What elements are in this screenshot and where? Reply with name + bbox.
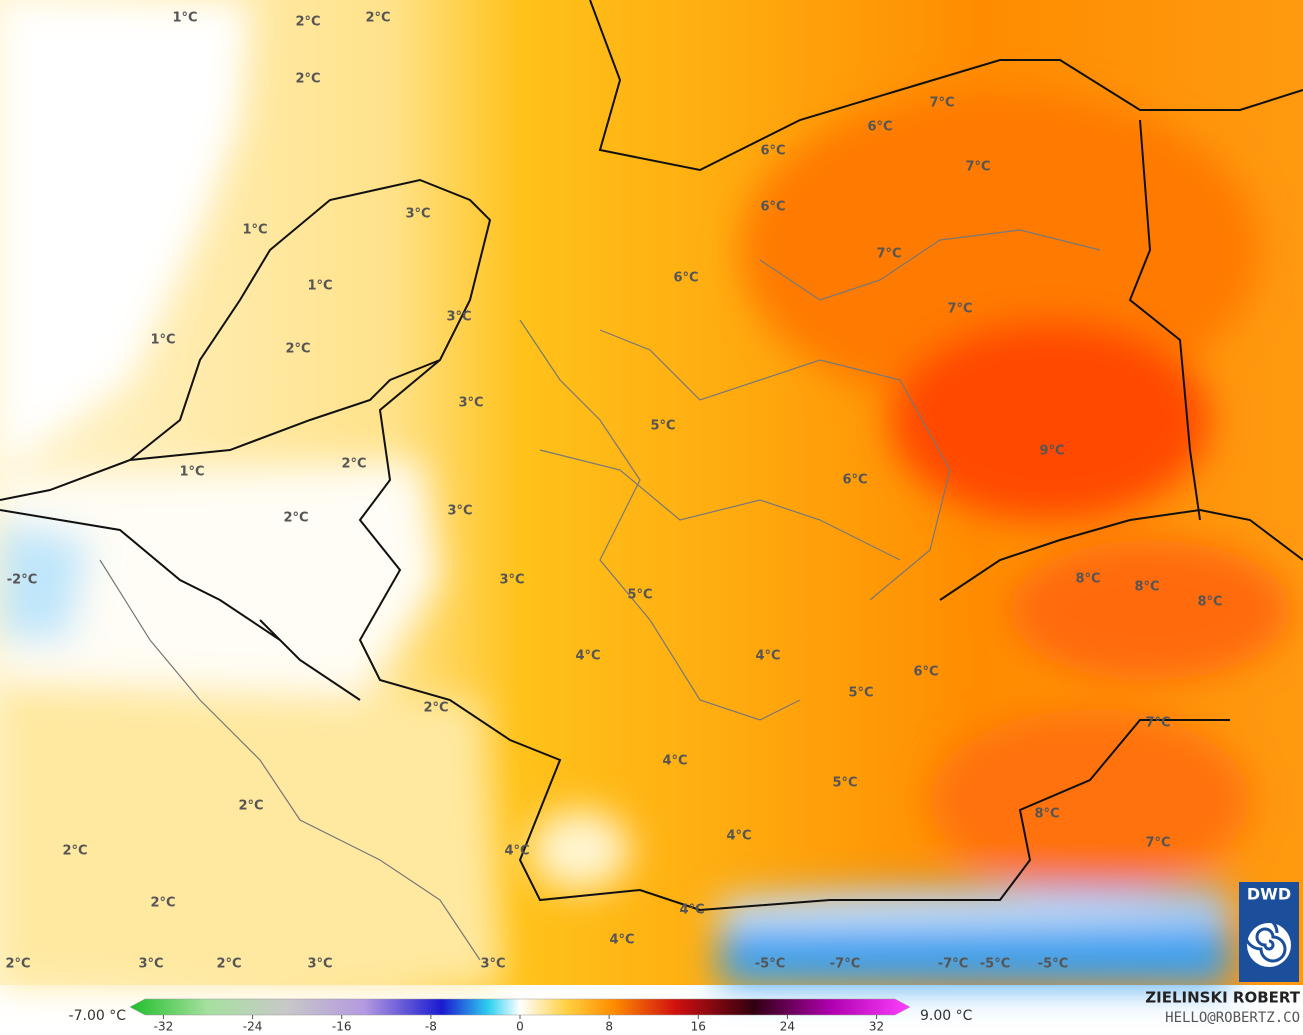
temperature-label: 4°C — [504, 844, 529, 859]
temperature-label: 4°C — [755, 649, 780, 664]
temperature-label: 2°C — [216, 957, 241, 972]
temperature-label: 6°C — [673, 271, 698, 286]
colorbar-tick-label: -24 — [243, 1020, 263, 1034]
temperature-label: 3°C — [446, 310, 471, 325]
temperature-label: 2°C — [295, 15, 320, 30]
max-label: 9.00 °C — [920, 1008, 973, 1024]
temperature-label: -2°C — [7, 573, 37, 588]
temperature-label: 7°C — [947, 302, 972, 317]
temperature-label: 3°C — [499, 573, 524, 588]
temperature-label: 1°C — [242, 223, 267, 238]
temperature-label: 4°C — [662, 754, 687, 769]
temperature-label: 3°C — [447, 504, 472, 519]
temperature-label: 6°C — [867, 120, 892, 135]
temperature-label: 2°C — [423, 701, 448, 716]
temperature-label: -7°C — [830, 957, 860, 972]
temperature-label: 2°C — [150, 896, 175, 911]
temperature-label: 7°C — [965, 160, 990, 175]
temperature-label: 7°C — [1145, 716, 1170, 731]
temperature-label: 2°C — [62, 844, 87, 859]
temperature-label: 9°C — [1039, 444, 1064, 459]
temperature-label: 8°C — [1197, 595, 1222, 610]
colorbar-tick-label: 32 — [869, 1020, 884, 1034]
colorbar-tick-label: -16 — [332, 1020, 352, 1034]
temperature-label: 2°C — [341, 457, 366, 472]
temperature-label: 7°C — [1145, 836, 1170, 851]
temperature-label: 3°C — [405, 207, 430, 222]
temperature-label: 2°C — [295, 72, 320, 87]
temperature-label: 3°C — [138, 957, 163, 972]
temperature-label: -5°C — [755, 957, 785, 972]
temperature-label: 5°C — [627, 588, 652, 603]
colorbar-tick-label: -8 — [425, 1020, 437, 1034]
temperature-label: 4°C — [679, 903, 704, 918]
temperature-label: 7°C — [929, 96, 954, 111]
temperature-label: 5°C — [650, 419, 675, 434]
temperature-label: 4°C — [575, 649, 600, 664]
temperature-label: 7°C — [876, 247, 901, 262]
temperature-label: 8°C — [1075, 572, 1100, 587]
temperature-label: -5°C — [980, 957, 1010, 972]
temperature-label: 6°C — [842, 473, 867, 488]
temperature-label: 4°C — [609, 933, 634, 948]
temperature-field — [0, 0, 1303, 985]
temperature-label: -7°C — [938, 957, 968, 972]
temperature-label: 1°C — [179, 465, 204, 480]
temperature-label: 6°C — [760, 144, 785, 159]
dwd-logo: DWD — [1239, 882, 1299, 982]
temperature-label: 3°C — [307, 957, 332, 972]
min-label: -7.00 °C — [69, 1008, 127, 1024]
temperature-label: 1°C — [307, 279, 332, 294]
temperature-label: 3°C — [480, 957, 505, 972]
temperature-label: 6°C — [760, 200, 785, 215]
temperature-label: 5°C — [848, 686, 873, 701]
temperature-label: 1°C — [150, 333, 175, 348]
temperature-label: 6°C — [913, 665, 938, 680]
temperature-label: 2°C — [365, 11, 390, 26]
temperature-labels: 1°C 2°C 2°C 2°C 7°C 6°C 6°C 7°C 6°C 1°C 3°C 7°C 6°C 1… — [5, 11, 1222, 972]
temperature-label: 2°C — [285, 342, 310, 357]
logo-text: DWD — [1247, 885, 1291, 904]
colorbar-tick-label: 16 — [691, 1020, 706, 1034]
colorbar: -7.00 °C 9.00 °C -32 -24 -16 -8 0 8 16 24 32 — [69, 998, 973, 1034]
temperature-label: 5°C — [832, 776, 857, 791]
colorbar-tick-label: 24 — [780, 1020, 795, 1034]
colorbar-tick-label: 0 — [516, 1020, 524, 1034]
temperature-label: 4°C — [726, 829, 751, 844]
temperature-label: 2°C — [5, 957, 30, 972]
temperature-label: 3°C — [458, 396, 483, 411]
temperature-label: 2°C — [283, 511, 308, 526]
credit-name: ZIELINSKI ROBERT — [1145, 989, 1300, 1007]
colorbar-tick-label: 8 — [605, 1020, 613, 1034]
borders — [0, 0, 1303, 912]
colorbar-tick-label: -32 — [154, 1020, 174, 1034]
region-borders — [99, 229, 1101, 961]
temperature-label: 2°C — [238, 799, 263, 814]
colorbar-gradient — [129, 998, 911, 1016]
temperature-label: 8°C — [1034, 807, 1059, 822]
temperature-label: 8°C — [1134, 580, 1159, 595]
temperature-label: -5°C — [1038, 957, 1068, 972]
temperature-label: 1°C — [172, 11, 197, 26]
credit-email: HELLO@ROBERTZ.CO — [1165, 1010, 1300, 1026]
